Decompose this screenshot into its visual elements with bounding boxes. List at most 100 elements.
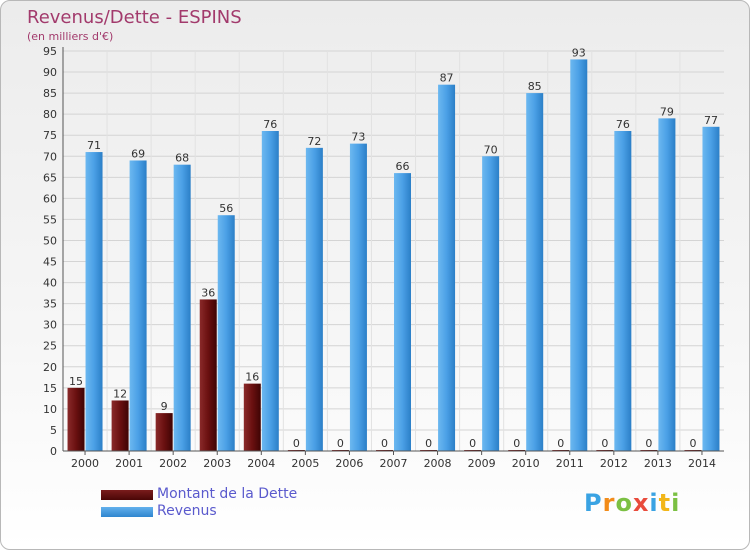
y-tick-label: 50 [43,234,57,247]
bar-debt [67,387,85,451]
logo-letter: P [584,489,603,517]
bar-debt [155,413,173,451]
y-tick-label: 65 [43,171,57,184]
data-label-revenue: 77 [704,114,718,127]
bar-debt [243,383,261,451]
y-tick-label: 60 [43,192,57,205]
bar-revenue [658,118,676,452]
data-label-revenue: 79 [660,105,674,118]
bar-revenue [85,152,103,452]
x-tick-label: 2006 [335,457,363,470]
bar-revenue [173,164,191,451]
data-label-revenue: 68 [175,152,189,165]
x-tick-label: 2002 [159,457,187,470]
y-tick-label: 25 [43,340,57,353]
y-tick-label: 35 [43,298,57,311]
chart-subtitle: (en milliers d'€) [27,30,114,43]
bar-revenue [394,173,411,451]
data-label-revenue: 85 [528,80,542,93]
data-label-debt: 0 [689,437,696,450]
data-label-revenue: 76 [263,118,277,131]
bar-revenue [217,215,235,451]
legend-label-revenue: Revenus [157,503,217,519]
x-tick-label: 2009 [468,457,496,470]
bar-debt [199,299,217,451]
y-tick-label: 15 [43,382,57,395]
data-label-revenue: 87 [440,72,454,85]
x-tick-label: 2003 [203,457,231,470]
data-label-debt: 0 [425,437,432,450]
x-tick-label: 2000 [71,457,99,470]
x-tick-label: 2012 [600,457,628,470]
logo-letter: i [671,489,681,517]
logo-letter: i [649,489,659,517]
data-label-revenue: 73 [351,131,365,144]
data-label-debt: 0 [337,437,344,450]
y-tick-label: 55 [43,213,57,226]
data-label-revenue: 76 [616,118,630,131]
bar-revenue [261,131,279,451]
bar-revenue [482,156,500,451]
x-tick-label: 2005 [291,457,319,470]
x-tick-label: 2004 [247,457,275,470]
logo-letter: x [632,489,650,517]
x-tick-label: 2011 [556,457,584,470]
data-label-revenue: 72 [307,135,321,148]
y-tick-label: 0 [50,445,57,458]
x-tick-label: 2010 [512,457,540,470]
data-label-debt: 0 [645,437,652,450]
x-tick-label: 2014 [688,457,716,470]
logo-letter: o [615,489,633,517]
x-tick-label: 2001 [115,457,143,470]
data-label-revenue: 66 [396,160,410,173]
data-label-debt: 9 [161,400,168,413]
y-tick-label: 70 [43,150,57,163]
logo-letter: r [602,489,616,517]
y-tick-label: 5 [50,424,57,437]
data-label-revenue: 70 [484,143,498,156]
y-tick-label: 95 [43,45,57,58]
data-label-revenue: 93 [572,46,586,59]
data-label-debt: 0 [381,437,388,450]
data-label-revenue: 69 [131,147,145,160]
data-label-debt: 0 [557,437,564,450]
data-label-debt: 0 [469,437,476,450]
y-tick-label: 80 [43,108,57,121]
legend-swatch-debt [101,490,153,500]
y-tick-label: 75 [43,129,57,142]
bar-revenue [614,131,632,451]
data-label-debt: 0 [513,437,520,450]
logo-letter: t [658,489,672,517]
bar-revenue [305,147,323,451]
bar-revenue [702,126,720,451]
legend-swatch-revenue [101,507,153,517]
y-tick-label: 20 [43,361,57,374]
y-tick-label: 40 [43,277,57,290]
bar-revenue [570,59,588,451]
proxiti-logo: Proxiti [584,489,680,517]
legend-label-debt: Montant de la Dette [157,486,298,502]
data-label-debt: 0 [601,437,608,450]
data-label-debt: 15 [69,375,83,388]
y-tick-label: 85 [43,87,57,100]
bar-revenue [129,160,147,451]
x-tick-label: 2007 [380,457,408,470]
data-label-revenue: 56 [219,202,233,215]
data-label-revenue: 71 [87,139,101,152]
bar-revenue [526,93,544,452]
y-tick-label: 45 [43,256,57,269]
y-tick-label: 90 [43,66,57,79]
x-tick-label: 2008 [424,457,452,470]
data-label-debt: 36 [201,286,215,299]
bar-revenue [438,84,456,452]
y-tick-label: 30 [43,319,57,332]
y-tick-label: 10 [43,403,57,416]
data-label-debt: 12 [113,387,127,400]
chart-title: Revenus/Dette - ESPINS [27,7,242,28]
bar-revenue [349,143,367,451]
data-label-debt: 0 [293,437,300,450]
bar-debt [111,400,129,451]
x-tick-label: 2013 [644,457,672,470]
